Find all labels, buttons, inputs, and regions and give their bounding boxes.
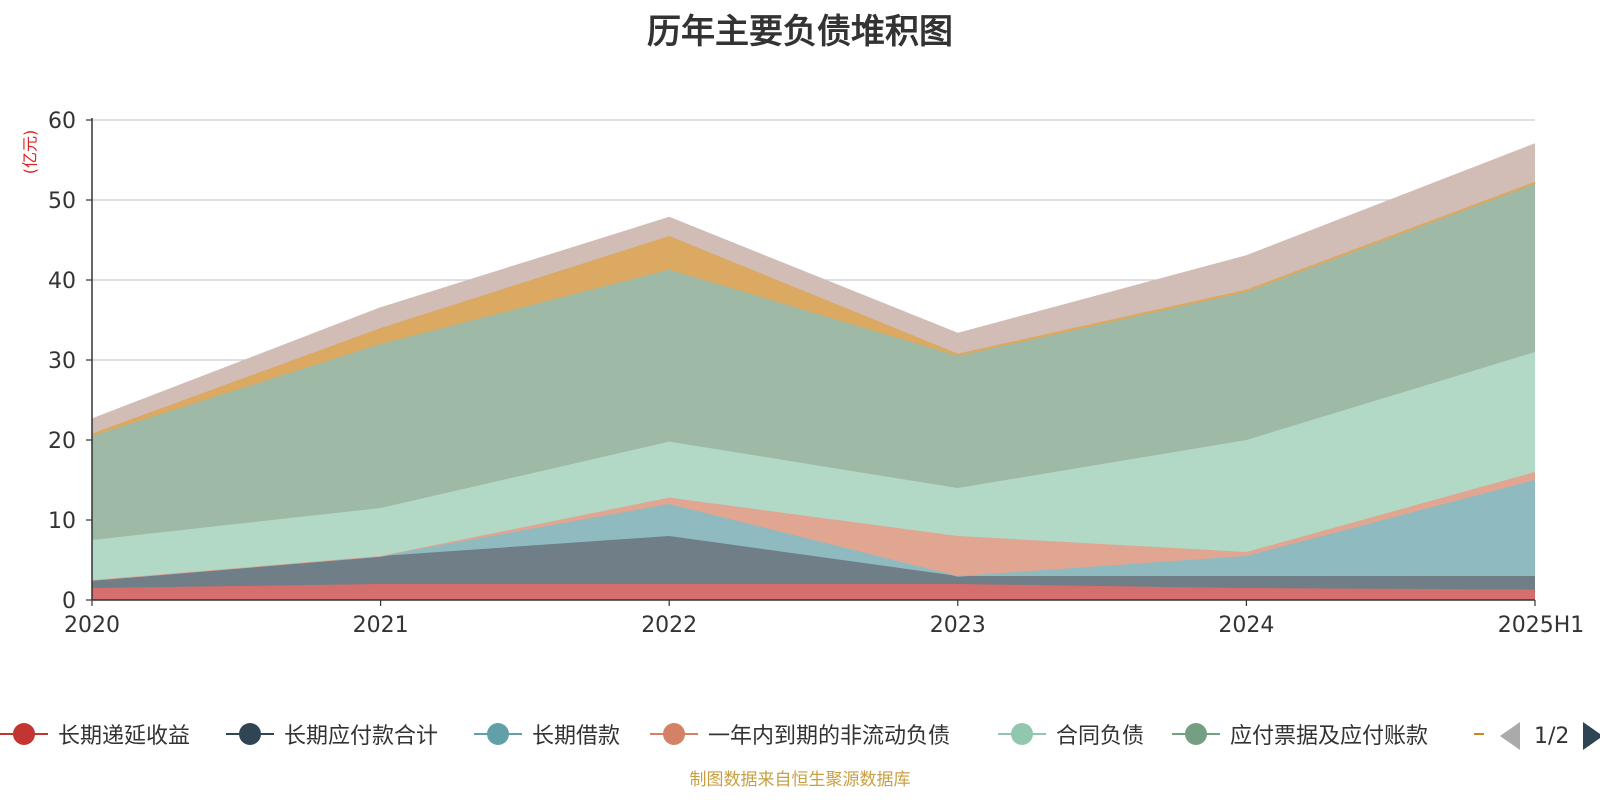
y-tick-label: 20: [48, 429, 76, 454]
x-tick-label: 2020: [64, 613, 120, 638]
legend-item[interactable]: 长期借款: [474, 712, 620, 756]
legend-marker-icon: [474, 722, 522, 746]
legend-marker-icon: [226, 722, 274, 746]
y-tick-label: 10: [48, 509, 76, 534]
area-series-8: [92, 144, 1535, 434]
y-tick-label: 30: [48, 349, 76, 374]
legend-item[interactable]: 合同负债: [998, 712, 1144, 756]
x-tick-label: 2021: [353, 613, 409, 638]
area-series-4: [92, 472, 1535, 580]
legend-label: 合同负债: [1056, 724, 1145, 749]
legend-item[interactable]: 长期应付款合计: [226, 712, 438, 756]
legend-item[interactable]: 长期递延收益: [0, 712, 190, 756]
y-tick-label: 50: [48, 189, 76, 214]
line-series-8: [91, 143, 1536, 420]
legend-label: 长期应付款合计: [284, 724, 439, 749]
legend-label: 长期借款: [532, 724, 621, 749]
y-tick-label: 40: [48, 269, 76, 294]
legend-truncated-marker-icon: [1474, 733, 1484, 735]
legend-pager: 1/2: [1500, 722, 1600, 750]
area-series-1: [92, 584, 1535, 600]
legend-marker-icon: [1172, 722, 1220, 746]
legend: 长期递延收益 长期应付款合计 长期借款 一年内到期的非流动负债 合同负债 应付票据及应付账…: [0, 712, 1600, 756]
x-tick-label: 2024: [1218, 613, 1274, 638]
area-series-7: [92, 181, 1535, 436]
legend-marker-icon: [998, 722, 1046, 746]
area-series-6: [92, 184, 1535, 540]
stacked-area-chart: 0 10 20 30 40 50 60 2020 2021 2022 2023 2024 2025H1: [48, 109, 1585, 638]
legend-marker-icon: [0, 722, 48, 746]
chart-title: 历年主要负债堆积图: [647, 12, 953, 52]
x-tick-label: 2022: [641, 613, 697, 638]
x-tick-label: 2023: [930, 613, 986, 638]
legend-label: 应付票据及应付账款: [1230, 724, 1429, 749]
y-tick-label: 0: [62, 589, 76, 614]
area-series-3: [92, 480, 1535, 580]
area-series-5: [92, 352, 1535, 580]
legend-label: 长期递延收益: [58, 724, 191, 749]
x-tick-label: 2025H1: [1498, 613, 1585, 638]
legend-item[interactable]: 一年内到期的非流动负债: [650, 712, 950, 756]
legend-label: 一年内到期的非流动负债: [708, 724, 951, 749]
data-source-footer: 制图数据来自恒生聚源数据库: [689, 770, 911, 790]
legend-page-indicator: 1/2: [1534, 723, 1570, 749]
legend-next-arrow-icon[interactable]: [1583, 722, 1600, 750]
legend-marker-icon: [650, 722, 698, 746]
legend-item[interactable]: 应付票据及应付账款: [1172, 712, 1428, 756]
legend-prev-arrow-icon[interactable]: [1500, 722, 1520, 750]
y-tick-label: 60: [48, 109, 76, 134]
